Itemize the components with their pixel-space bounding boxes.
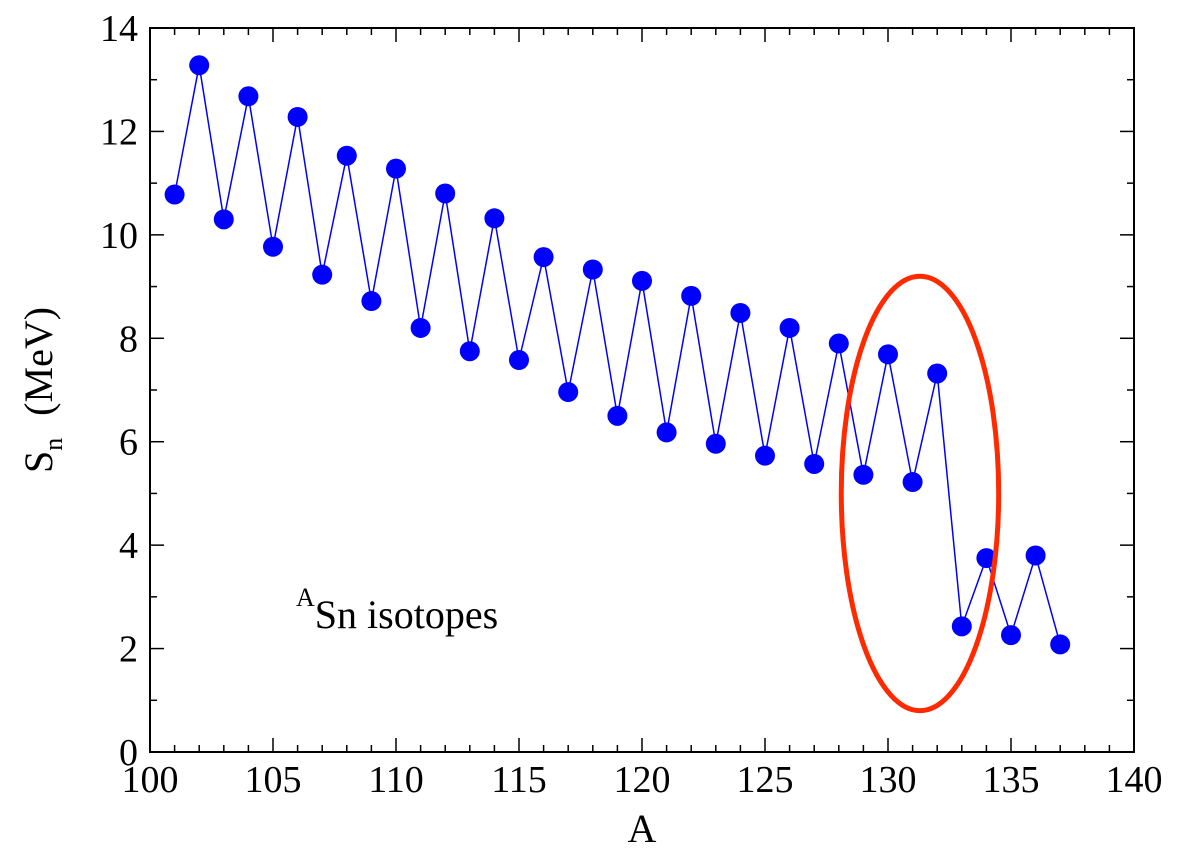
data-point [336,145,357,166]
x-tick-label: 105 [245,759,302,801]
data-point [779,317,800,338]
data-point [189,55,210,76]
y-tick-label: 6 [119,422,138,464]
plot-frame [149,27,1135,753]
data-point [1050,634,1071,655]
series-line [173,65,1061,645]
series-layer [164,55,1071,655]
annotation-text: Sn isotopes [315,592,498,637]
data-point [164,184,185,205]
data-point [459,341,480,362]
data-point [533,247,554,268]
data-point [558,382,579,403]
data-point [1001,625,1021,646]
data-point [361,291,382,312]
data-point [853,464,874,485]
highlight-ellipse [838,273,1002,714]
x-tick-label: 115 [491,759,547,801]
data-point [287,106,308,127]
data-point [435,183,456,204]
y-axis-label-main: S [16,451,61,473]
y-axis-label: Sn (MeV) [16,307,68,473]
data-point [976,548,997,569]
y-tick-label: 12 [100,111,138,153]
data-point [656,422,677,443]
x-tick-label: 120 [614,759,671,801]
x-axis-label: A [628,806,657,851]
y-tick-label: 0 [119,732,138,774]
annotation-superscript: A [296,583,315,612]
y-axis-label-unit: (MeV) [16,307,61,416]
data-point [484,208,505,229]
y-tick-label: 4 [119,525,138,567]
data-point [312,264,333,285]
data-point [509,350,529,371]
data-point [902,472,923,493]
data-point [878,344,898,365]
y-tick-label: 14 [100,8,138,50]
data-point [213,209,234,230]
data-point [632,270,652,291]
x-tick-label: 135 [983,759,1040,801]
x-tick-label: 130 [860,759,917,801]
data-point [804,453,825,474]
axis-ticks: 100 105 110 115 120 125 130 135 140 0 2 4 6 8 10 12 14 [100,8,1163,801]
y-tick-label: 2 [119,629,138,671]
data-point [410,317,431,338]
data-point [828,333,849,354]
x-tick-label: 125 [737,759,794,801]
y-axis-label-subscript: n [39,438,68,451]
y-tick-label: 10 [100,215,138,257]
data-point [705,433,726,454]
data-point [951,616,972,637]
x-tick-label: 110 [368,759,424,801]
x-tick-label: 100 [122,759,179,801]
data-point [730,302,751,323]
data-point [607,405,628,426]
x-tick-label: 140 [1106,759,1163,801]
isotope-annotation: ASn isotopes [296,583,498,637]
data-point [681,285,702,306]
data-point [582,259,603,280]
highlight-layer [838,273,1002,714]
axis-labels: A Sn (MeV) [16,307,657,851]
y-tick-label: 8 [119,318,138,360]
data-point [386,158,406,179]
data-point [927,363,948,384]
data-point [263,236,283,257]
data-point [1025,545,1046,566]
data-point [755,445,775,466]
data-point [238,86,259,107]
